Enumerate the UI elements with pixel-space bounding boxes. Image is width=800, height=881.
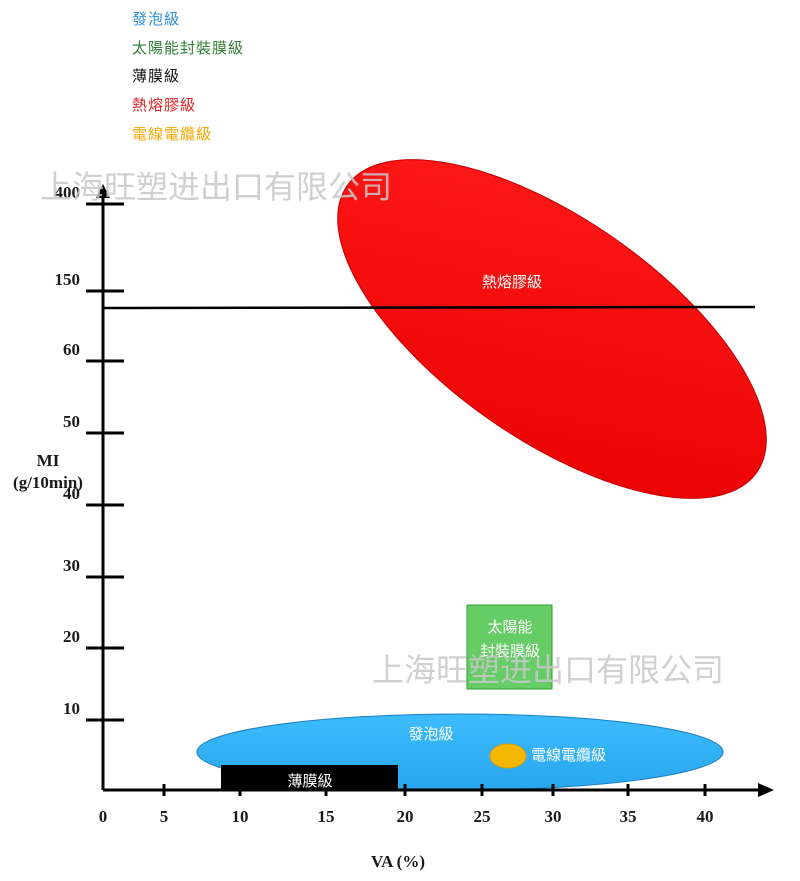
- axes-layer: 0 5 10 15 20 25 30 35 40 10 20 30 40 50 60 150 400 VA (%)…: [13, 183, 774, 871]
- y-tick-label: 40: [63, 484, 80, 503]
- reference-line: [102, 305, 756, 310]
- y-tick-label: 50: [63, 412, 80, 431]
- y-axis-title: MI (g/10min): [13, 451, 83, 492]
- watermark: 上海旺塑进出口有限公司: [40, 168, 392, 206]
- region-hot-melt: [337, 159, 767, 499]
- x-tick-label: 40: [697, 807, 714, 826]
- region-label: 發泡級: [408, 725, 453, 743]
- region-wire-cable: [489, 743, 527, 769]
- region-label: 薄膜級: [287, 772, 332, 790]
- y-tick-label: 400: [55, 183, 81, 202]
- x-axis-arrow: [758, 783, 774, 797]
- y-axis-title-line: MI: [37, 451, 60, 470]
- x-axis-title: VA (%): [371, 852, 425, 871]
- legend-item: 電線電纜級: [132, 125, 213, 143]
- y-tick-label: 60: [63, 340, 80, 359]
- legend-item: 熱熔膠級: [132, 96, 197, 114]
- region-label: 熱熔膠級: [482, 273, 542, 291]
- y-tick-label: 10: [63, 699, 80, 718]
- region-label: 電線電纜級: [531, 746, 606, 764]
- legend-item: 太陽能封裝膜級: [132, 39, 245, 57]
- legend-item: 薄膜級: [132, 67, 181, 85]
- region-solar-encapsulant: [466, 604, 553, 690]
- region-film: [221, 765, 398, 791]
- watermark: 上海旺塑进出口有限公司: [372, 651, 724, 689]
- x-tick-label: 15: [318, 807, 335, 826]
- x-tick-label: 30: [545, 807, 562, 826]
- legend-item: 發泡級: [132, 10, 181, 28]
- x-tick-label: 10: [232, 807, 249, 826]
- y-axis-arrow: [96, 184, 110, 198]
- y-axis-title-line: (g/10min): [13, 473, 83, 492]
- regions-layer: [102, 159, 767, 791]
- x-tick-label: 0: [99, 807, 108, 826]
- y-tick-label: 30: [63, 556, 80, 575]
- x-tick-label: 20: [397, 807, 414, 826]
- region-label: 太陽能: [487, 618, 532, 636]
- x-tick-label: 25: [474, 807, 491, 826]
- region-label: 封裝膜級: [480, 642, 540, 660]
- y-tick-label: 20: [63, 627, 80, 646]
- x-tick-label: 35: [620, 807, 637, 826]
- x-tick-label: 5: [160, 807, 169, 826]
- y-tick-label: 150: [55, 270, 81, 289]
